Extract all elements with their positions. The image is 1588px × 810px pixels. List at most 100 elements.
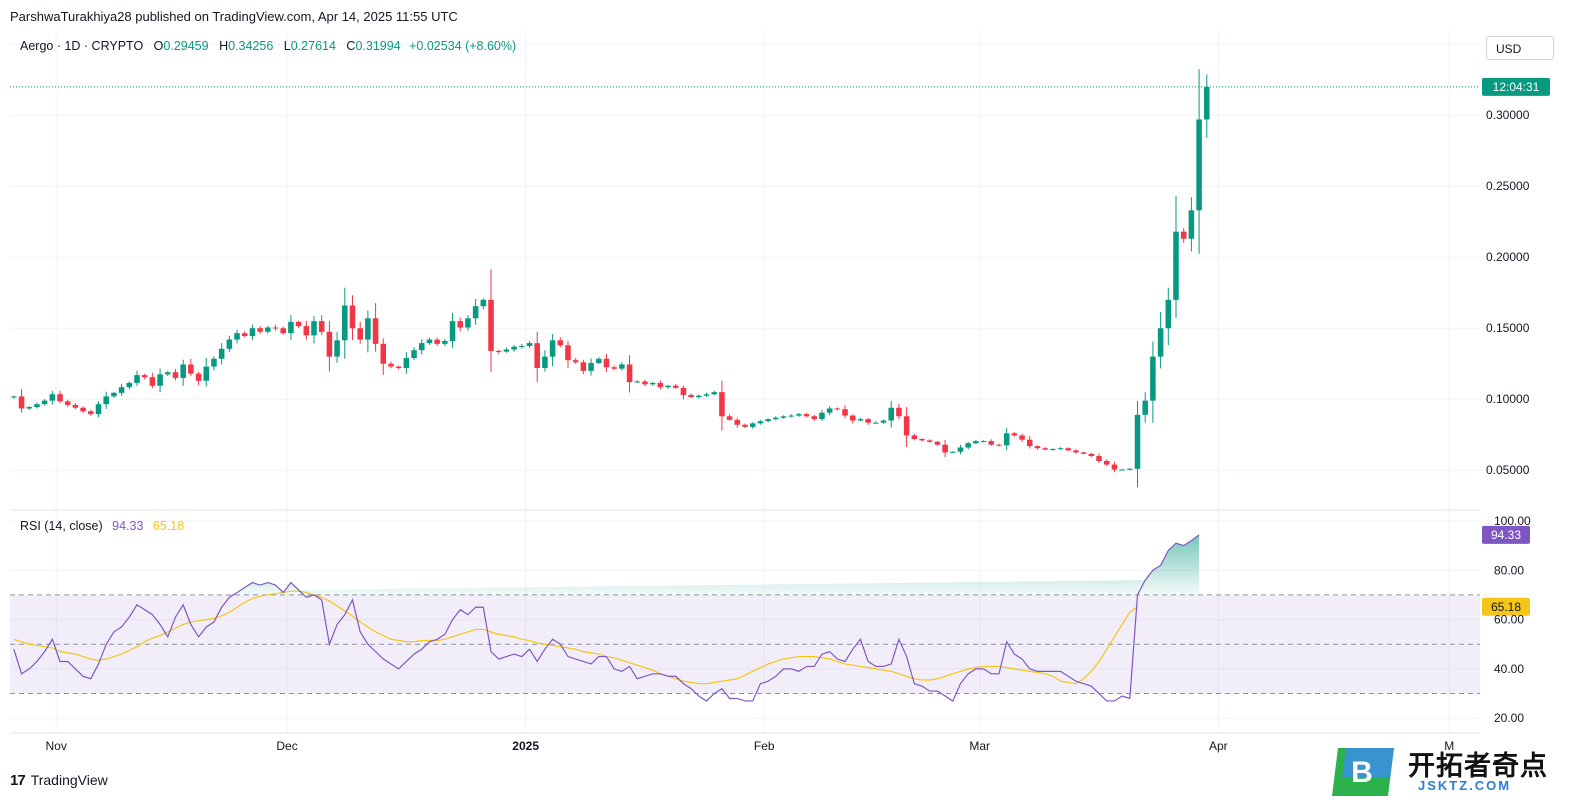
candle-body — [1019, 435, 1025, 440]
candle-body — [111, 392, 117, 397]
rsi-tick-label: 40.00 — [1494, 662, 1524, 676]
candle-body — [180, 364, 186, 378]
candle-body — [857, 419, 864, 421]
candle-body — [696, 395, 702, 398]
brand-name: TradingView — [30, 772, 108, 788]
candle-body — [395, 366, 402, 368]
rsi-tick-label: 100.00 — [1494, 514, 1531, 528]
candle-body — [72, 404, 79, 408]
candle-body — [942, 444, 948, 453]
close-value: 0.31994 — [355, 39, 401, 53]
candle-body — [1173, 231, 1179, 300]
rsi-label[interactable]: RSI (14, close) — [20, 519, 103, 533]
candle-body — [218, 348, 225, 359]
last-price-label: 12:04:31 — [1493, 80, 1540, 94]
candle-body — [726, 416, 733, 420]
price-tick-label: 0.30000 — [1486, 108, 1530, 122]
candle-body — [157, 374, 163, 386]
candle-body — [303, 326, 310, 336]
rsi-tick-label: 80.00 — [1494, 563, 1524, 577]
time-tick-label: 2025 — [512, 739, 539, 753]
candle-body — [365, 318, 371, 340]
candle-body — [342, 305, 348, 341]
candle-body — [642, 381, 648, 385]
candle-body — [134, 375, 140, 383]
candle-body — [1157, 328, 1164, 357]
candle-body — [849, 415, 856, 421]
candle-body — [357, 328, 363, 340]
candle-body — [465, 318, 471, 328]
rsi-line — [13, 534, 1200, 702]
candle-body — [542, 356, 548, 368]
price-tick-label: 0.15000 — [1486, 321, 1530, 335]
high-label: H — [219, 39, 229, 53]
candle-body — [626, 364, 633, 383]
candle-body — [95, 404, 102, 415]
candle-body — [773, 417, 779, 420]
currency-button[interactable]: USD — [1486, 36, 1554, 60]
price-tick-label: 0.10000 — [1486, 392, 1530, 406]
tradingview-brand[interactable]: 17 TradingView — [10, 772, 108, 789]
candle-body — [503, 349, 510, 352]
rsi-ma-line — [13, 590, 1138, 685]
candle-body — [126, 382, 133, 388]
candle-body — [41, 400, 48, 405]
candle-body — [172, 372, 179, 378]
candle-body — [688, 394, 694, 398]
candle-body — [226, 339, 233, 349]
rsi-band — [10, 594, 1480, 695]
watermark: B 开拓者奇点 JSKTZ.COM — [1328, 742, 1560, 800]
candle-body — [26, 407, 33, 409]
candle-body — [873, 422, 879, 424]
candle-body — [519, 345, 525, 347]
candle-body — [265, 327, 271, 332]
candle-body — [534, 343, 540, 368]
candle-body — [796, 414, 802, 416]
candle-body — [819, 412, 825, 420]
symbol-name[interactable]: Aergo · 1D · CRYPTO — [20, 39, 144, 53]
candle-body — [1150, 356, 1156, 401]
tradingview-logo-icon: 17 — [10, 772, 26, 789]
candle-body — [1119, 469, 1125, 471]
candle-body — [511, 346, 517, 350]
candle-body — [1042, 448, 1048, 450]
rsi-legend: RSI (14, close) 94.33 65.18 — [20, 519, 184, 533]
candle-body — [888, 407, 895, 421]
candle-body — [1165, 299, 1172, 329]
rsi-value-badge — [1482, 525, 1530, 544]
close-label: C — [346, 39, 356, 53]
candle-body — [418, 343, 425, 351]
low-value: 0.27614 — [290, 39, 336, 53]
price-tick-label: 0.20000 — [1486, 250, 1530, 264]
price-tick-label: 0.05000 — [1486, 463, 1530, 477]
candle-body — [595, 358, 602, 364]
candle-body — [911, 435, 918, 439]
rsi-ma-value: 65.18 — [152, 519, 185, 533]
candle-body — [965, 443, 971, 448]
candle-body — [11, 396, 17, 398]
candle-body — [434, 339, 440, 344]
candle-body — [826, 408, 833, 413]
candle-body — [295, 321, 302, 327]
time-tick-label: Mar — [969, 739, 990, 753]
candle-body — [526, 343, 533, 346]
candle-body — [719, 392, 725, 417]
candle-body — [973, 441, 979, 444]
candle-body — [1188, 210, 1195, 239]
candle-body — [34, 404, 40, 408]
candle-body — [711, 392, 717, 395]
candle-body — [1134, 414, 1141, 469]
candle-body — [580, 362, 587, 371]
candle-body — [1050, 448, 1056, 450]
candle-body — [834, 408, 841, 410]
candle-body — [380, 343, 387, 364]
candle-body — [249, 328, 256, 337]
candle-body — [442, 341, 448, 344]
candle-body — [1057, 448, 1064, 450]
publisher-line: ParshwaTurakhiya28 published on TradingV… — [10, 9, 458, 24]
open-label: O — [153, 39, 164, 53]
candle-body — [603, 358, 610, 368]
candle-body — [788, 415, 794, 417]
candle-body — [565, 345, 571, 361]
